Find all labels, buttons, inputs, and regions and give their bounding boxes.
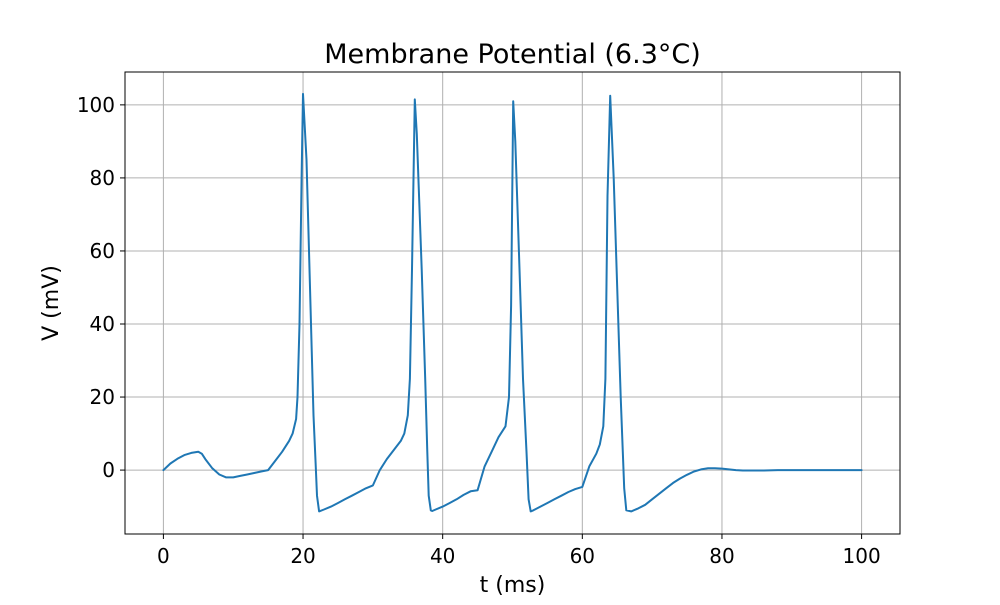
x-tick-label: 0 — [157, 544, 170, 568]
plot-frame — [124, 71, 901, 535]
plot-series — [162, 92, 863, 513]
ticks: 0 20 40 60 80 100 0 20 40 60 80 100 — [77, 93, 881, 568]
series-line — [162, 92, 863, 513]
grid — [125, 72, 900, 534]
x-tick-label: 80 — [709, 544, 734, 568]
x-tick-label: 20 — [290, 544, 315, 568]
y-tick-label: 80 — [90, 166, 115, 190]
y-tick-label: 100 — [77, 93, 115, 117]
x-tick-label: 100 — [843, 544, 881, 568]
y-tick-label: 0 — [102, 458, 115, 482]
y-axis-label: V (mV) — [39, 265, 64, 341]
y-tick-label: 60 — [90, 239, 115, 263]
y-tick-label: 40 — [90, 312, 115, 336]
x-tick-label: 60 — [570, 544, 595, 568]
x-tick-label: 40 — [430, 544, 455, 568]
chart-title: Membrane Potential (6.3°C) — [324, 39, 701, 70]
x-axis-label: t (ms) — [480, 573, 546, 598]
y-tick-label: 20 — [90, 385, 115, 409]
